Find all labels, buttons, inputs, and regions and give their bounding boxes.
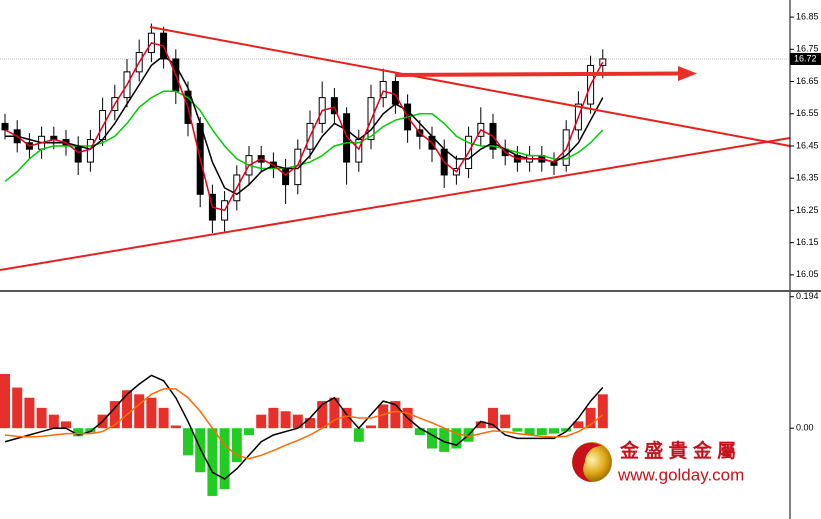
indicator-line [4,374,604,480]
histogram-bar [0,373,10,429]
histogram-bar [85,428,96,433]
plot-layer [0,23,790,496]
histogram-bar [122,390,132,429]
candle-body [379,81,387,99]
arrow-shaft [394,71,681,77]
histogram-bar [244,428,254,435]
candle-body [86,139,94,163]
histogram-bar [341,407,352,429]
histogram-bar [134,394,145,429]
histogram-bar [292,414,303,429]
indicator-line [4,388,604,460]
histogram-bar [451,428,462,449]
candle-body [391,81,399,105]
histogram-bar [219,428,230,490]
histogram-bar [439,428,450,452]
histogram-bar [366,425,376,429]
candle-body [330,97,338,115]
candle-body [74,145,82,163]
histogram-bar [378,404,389,429]
histogram-bar [73,428,84,437]
histogram-bar [549,428,559,434]
histogram-bar [585,407,596,429]
indicator-line [4,41,604,212]
histogram-bar [36,407,47,429]
histogram-bar [597,394,608,429]
histogram-bar [488,407,498,429]
histogram-bar [280,411,291,429]
histogram-bar [427,428,437,449]
histogram-bar [268,407,279,429]
histogram-bar [475,421,486,429]
y-tick-label: 0.00 [796,423,814,433]
drawings [0,26,791,271]
histogram-bar [183,428,193,456]
histogram-bar [536,428,547,435]
histogram-bar [12,387,23,429]
y-tick-label: 0.194 [796,291,819,301]
histogram-bar [561,428,572,432]
y-tick-label: 16.45 [796,140,819,150]
histogram-bar [24,397,35,429]
histogram-bar [48,414,59,429]
histogram-bar [109,401,120,429]
histogram-bar [195,428,206,473]
candle-body [99,110,107,141]
histogram-bar [414,428,425,435]
y-tick-label: 16.65 [796,76,819,86]
lower-trendline [0,137,791,271]
histogram-bar [353,428,364,442]
arrow-head [678,66,697,81]
y-tick-label: 16.05 [796,269,819,279]
candle-body [282,168,290,186]
logo: 金 盛 貴 金 屬 www.golday.com [572,439,744,484]
histogram-bar [573,421,584,429]
histogram-bar [524,428,535,435]
histogram-bar [500,414,511,429]
logo-swoosh [572,442,602,482]
histogram-bar [305,418,315,429]
y-tick-label: 16.55 [796,108,819,118]
histogram-bar [256,414,267,429]
y-tick-label: 16.75 [796,44,819,54]
y-tick-label: 16.15 [796,237,819,247]
histogram-bar [390,401,401,429]
histogram-bar [61,421,71,429]
candle-body [1,122,9,131]
y-tick-label: 16.85 [796,11,819,21]
indicator-line [5,54,604,196]
histogram-bar [158,407,169,429]
current-price-box [790,52,821,65]
logo-title: 金 盛 貴 金 屬 [619,439,736,462]
histogram-bar [329,397,340,429]
current-price-label: 16.72 [794,53,817,63]
histogram-bar [231,428,242,463]
histogram-bar [207,428,218,496]
histogram-bar [317,401,328,429]
logo-url: www.golday.com [617,465,744,484]
histogram-bar [170,425,181,429]
candle-body [343,113,351,163]
y-tick-label: 16.25 [796,205,819,215]
histogram-bar [146,397,157,429]
upper-trendline [149,26,791,147]
y-tick-label: 16.35 [796,173,819,183]
histogram-bar [512,428,523,432]
